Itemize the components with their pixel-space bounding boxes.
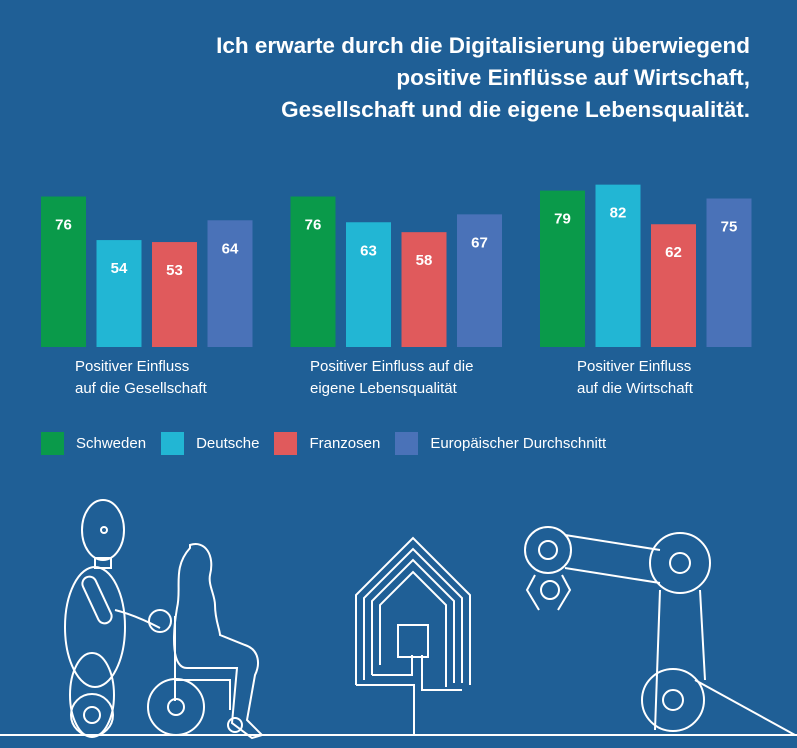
title-line: Ich erwarte durch die Digitalisierung üb… (216, 33, 750, 58)
legend-label: Europäischer Durchschnitt (430, 435, 607, 452)
chart-title: Ich erwarte durch die Digitalisierung üb… (216, 30, 750, 126)
data-label: 63 (360, 242, 377, 259)
bar (346, 222, 391, 347)
bar (401, 232, 447, 347)
robot-arm-illustration (524, 526, 796, 736)
data-label: 82 (610, 205, 627, 222)
data-label: 76 (305, 217, 322, 234)
data-label: 58 (416, 252, 433, 269)
data-label: 62 (665, 244, 682, 261)
legend: Schweden Deutsche Franzosen Europäischer… (41, 432, 621, 455)
bar (595, 184, 641, 347)
bar (207, 220, 253, 347)
data-label: 64 (222, 240, 239, 257)
wheelchair-person-illustration (147, 543, 264, 740)
legend-label: Schweden (76, 435, 147, 452)
legend-swatch (161, 432, 185, 455)
title-line: positive Einflüsse auf Wirtschaft, (396, 65, 750, 90)
robot-caregiver-illustration (64, 499, 172, 738)
legend-swatch (395, 432, 419, 455)
legend-swatch (274, 432, 298, 455)
legend-item: Schweden (41, 432, 146, 455)
data-label: 75 (721, 219, 738, 236)
legend-label: Deutsche (196, 435, 260, 452)
legend-item: Franzosen (274, 432, 380, 455)
legend-item: Europäischer Durchschnitt (395, 432, 606, 455)
category-label-line: Positiver Einfluss (577, 358, 692, 375)
bar-chart: 76 54 53 64 76 63 58 67 79 82 62 75 (41, 184, 752, 347)
title-line: Gesellschaft und die eigene Lebensqualit… (281, 97, 750, 122)
category-label: Positiver Einfluss auf die Wirtschaft (577, 356, 693, 400)
category-label-line: Positiver Einfluss auf die (310, 358, 474, 375)
data-label: 67 (471, 234, 488, 251)
bar (651, 224, 696, 347)
bar (152, 242, 197, 347)
category-label-line: auf die Wirtschaft (577, 380, 693, 397)
legend-item: Deutsche (161, 432, 259, 455)
data-label: 79 (554, 211, 571, 228)
category-label: Positiver Einfluss auf die Gesellschaft (75, 356, 207, 400)
data-label: 53 (166, 262, 183, 279)
bar (96, 240, 142, 347)
data-label: 76 (55, 217, 72, 234)
bar (706, 198, 752, 347)
bar (457, 214, 502, 347)
legend-label: Franzosen (309, 435, 381, 452)
smart-home-circuit-illustration (355, 536, 471, 735)
category-label: Positiver Einfluss auf die eigene Lebens… (310, 356, 473, 400)
legend-swatch (41, 432, 64, 455)
category-label-line: Positiver Einfluss (75, 358, 190, 375)
bar (290, 196, 336, 347)
bar (41, 196, 86, 347)
category-label-line: auf die Gesellschaft (75, 380, 207, 397)
data-label: 54 (111, 260, 128, 277)
bar (540, 190, 585, 347)
category-label-line: eigene Lebensqualität (310, 380, 457, 397)
